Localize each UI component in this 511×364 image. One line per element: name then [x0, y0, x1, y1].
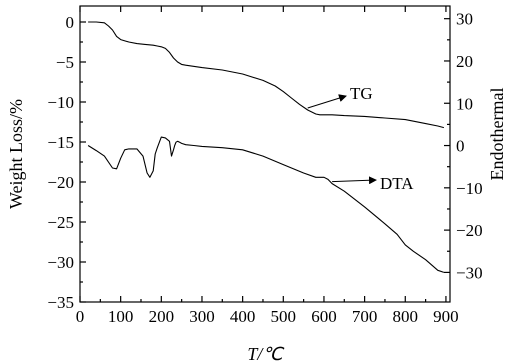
x-tick-label: 400: [230, 307, 256, 326]
series-layer: [87, 21, 445, 273]
right-y-axis-title: Endothermal: [487, 88, 507, 181]
right-y-axis-ticks: 30 20 10 0 −10 −20 −30: [444, 10, 483, 282]
series-dta-line: [87, 136, 445, 273]
x-tick-label: 0: [76, 307, 85, 326]
y-tick-label: 0: [66, 13, 75, 32]
y2-tick-label: 30: [456, 10, 473, 29]
y2-tick-label: 20: [456, 52, 473, 71]
x-tick-label: 900: [433, 307, 459, 326]
y-tick-label: −5: [56, 53, 74, 72]
y2-tick-label: −30: [456, 263, 483, 282]
x-tick-label: 300: [189, 307, 215, 326]
y-tick-label: −35: [47, 293, 74, 312]
x-axis-ticks: 0 100 200 300 400 500 600 700 800 900: [76, 6, 459, 326]
x-tick-label: 800: [393, 307, 419, 326]
y2-tick-label: 10: [456, 94, 473, 113]
y2-tick-label: −20: [456, 221, 483, 240]
y2-tick-label: −10: [456, 179, 483, 198]
series-tg-line: [88, 21, 445, 129]
x-axis-title: T/℃: [247, 344, 284, 364]
y-tick-label: −30: [47, 253, 74, 272]
annotation-label-tg: TG: [350, 84, 373, 103]
y-tick-label: −20: [47, 173, 74, 192]
y-tick-label: −10: [47, 93, 74, 112]
annotation-layer: TG DTA: [307, 84, 414, 193]
left-y-axis-ticks: 0 −5 −10 −15 −20 −25 −30 −35: [47, 13, 86, 312]
x-tick-label: 500: [271, 307, 297, 326]
x-tick-label: 200: [149, 307, 175, 326]
left-y-axis-title: Weight Loss/%: [6, 99, 26, 209]
annotation-arrow-tg: [307, 94, 347, 109]
plot-frame: [79, 5, 451, 303]
y-tick-label: −15: [47, 133, 74, 152]
x-tick-label: 100: [108, 307, 134, 326]
plot-area-frame: [79, 5, 451, 303]
annotation-label-dta: DTA: [380, 174, 414, 193]
x-tick-label: 700: [352, 307, 378, 326]
y2-tick-label: 0: [456, 137, 465, 156]
annotation-arrow-dta: [332, 176, 377, 185]
y-tick-label: −25: [47, 213, 74, 232]
x-tick-label: 600: [311, 307, 337, 326]
